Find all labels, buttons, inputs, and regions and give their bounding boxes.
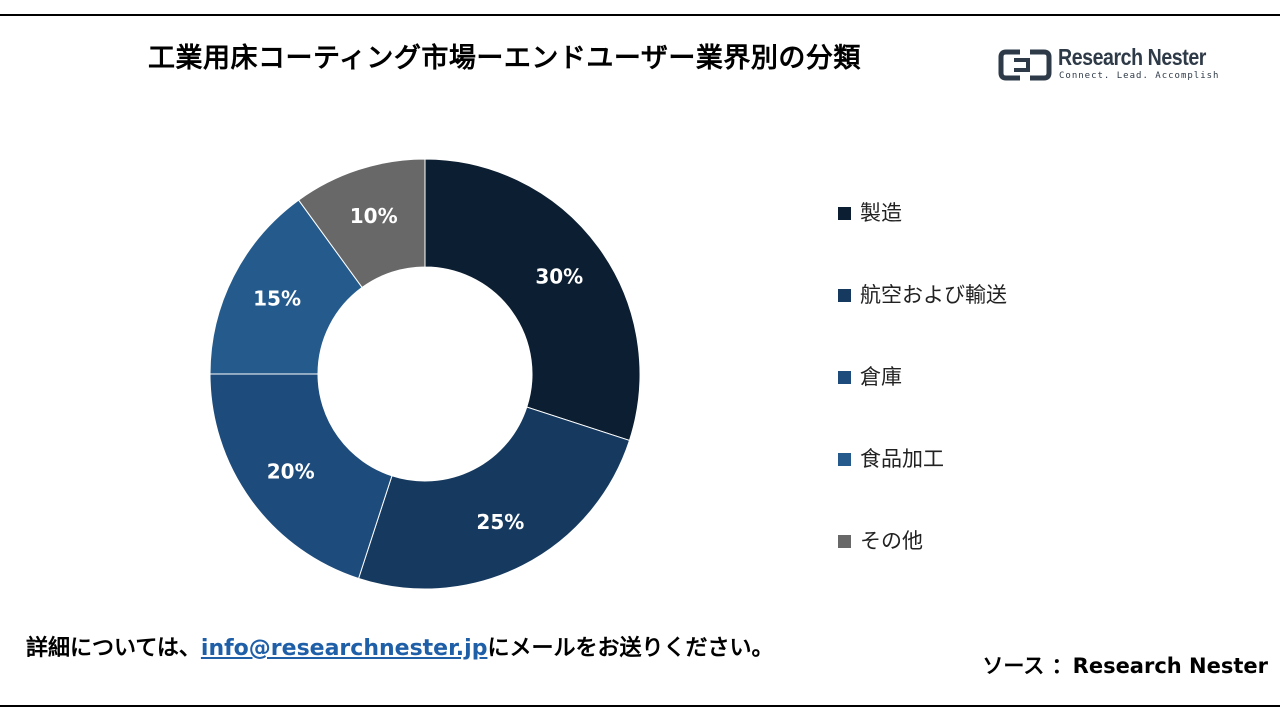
- slice-data-label-3: 20%: [267, 460, 315, 484]
- slice-data-label-5: 10%: [350, 204, 398, 228]
- donut-slice-1: [424, 158, 641, 442]
- top-rule: [0, 14, 1280, 16]
- legend-label: 航空および輸送: [860, 283, 1007, 307]
- chart-title: 工業用床コーティング市場ーエンドユーザー業界別の分類: [148, 43, 861, 74]
- legend-swatch: [838, 371, 851, 384]
- slice-data-label-4: 15%: [253, 287, 301, 311]
- legend-swatch: [838, 289, 851, 302]
- legend-label: 製造: [860, 201, 902, 225]
- donut-slice-4: [209, 199, 363, 375]
- contact-email-link[interactable]: info@researchnester.jp: [200, 636, 488, 661]
- legend-label: 倉庫: [860, 365, 902, 389]
- legend-label: 食品加工: [860, 447, 944, 471]
- logo-tagline: Connect. Lead. Accomplish: [1059, 71, 1220, 81]
- research-nester-logo: Research Nester Connect. Lead. Accomplis…: [998, 44, 1228, 86]
- legend-swatch: [838, 207, 851, 220]
- legend-swatch: [838, 453, 851, 466]
- donut-slice-3: [209, 373, 393, 580]
- slice-data-label-2: 25%: [476, 510, 524, 534]
- donut-slice-5: [297, 158, 426, 289]
- contact-prefix: 詳細については、: [26, 636, 201, 661]
- source-credit: ソース ：Research Nester: [982, 654, 1268, 678]
- bottom-rule: [0, 705, 1280, 707]
- logo-mark-icon: [998, 49, 1052, 81]
- legend-label: その他: [860, 529, 923, 553]
- contact-suffix: にメールをお送りください。: [487, 636, 774, 661]
- contact-line: 詳細については、info@researchnester.jpにメールをお送りくだ…: [26, 630, 773, 662]
- logo-name: Research Nester: [1058, 44, 1206, 70]
- donut-slice-2: [357, 406, 631, 590]
- legend-swatch: [838, 535, 851, 548]
- slice-data-label-1: 30%: [535, 264, 583, 288]
